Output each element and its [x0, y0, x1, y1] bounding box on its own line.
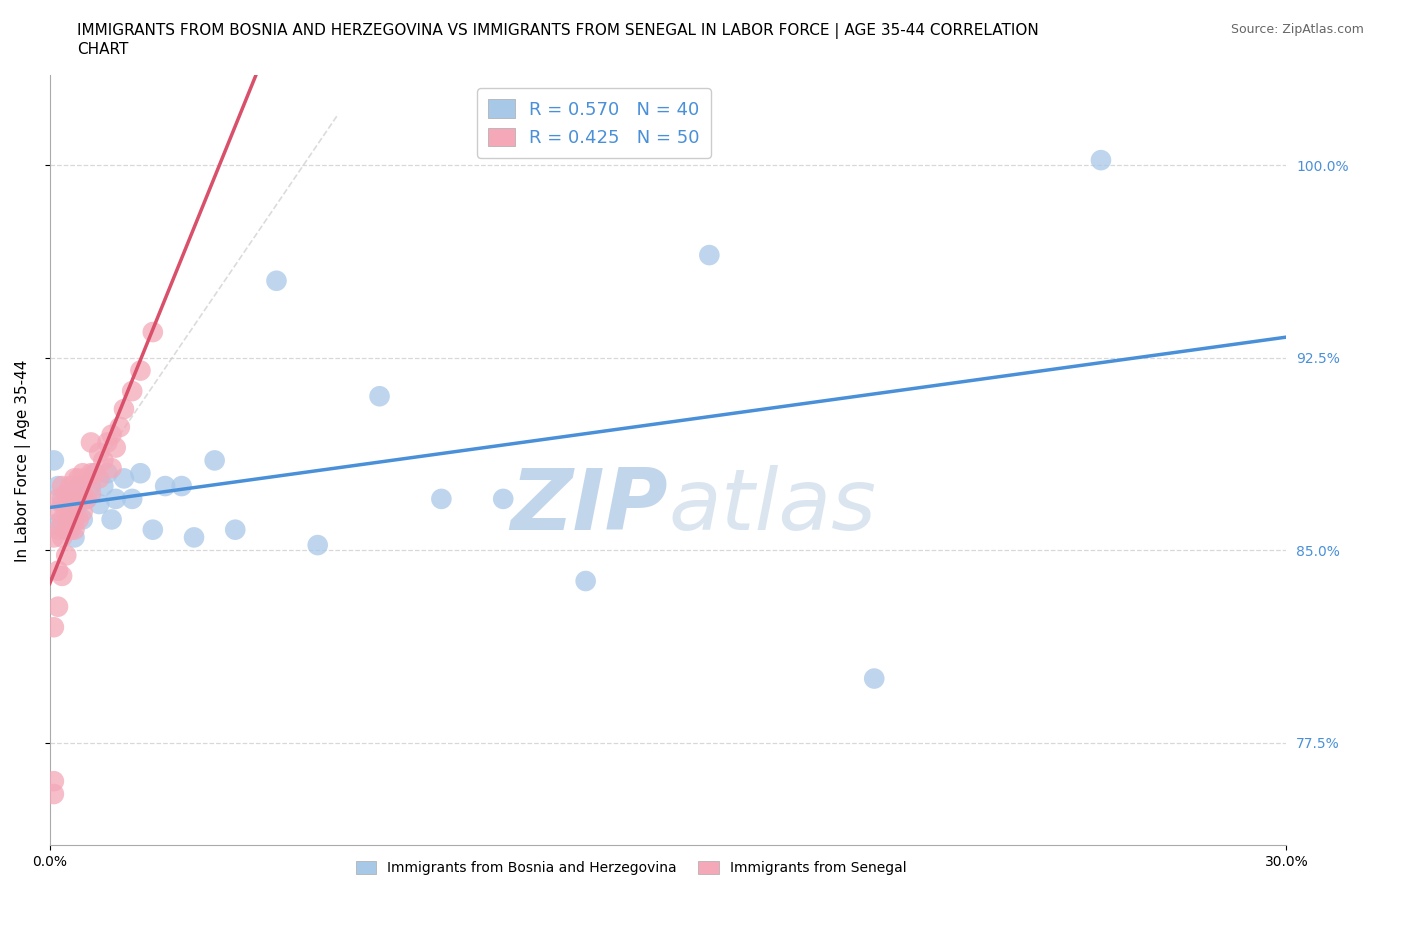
- Point: [55, 504, 77, 519]
- Point: [863, 671, 886, 686]
- Point: [63, 497, 86, 512]
- Point: [51, 517, 73, 532]
- Point: [63, 491, 86, 506]
- Point: [59, 479, 82, 494]
- Point: [76, 471, 98, 485]
- Point: [96, 435, 118, 450]
- Point: [42, 619, 65, 634]
- Point: [170, 479, 193, 494]
- Point: [72, 512, 94, 527]
- Point: [112, 471, 135, 485]
- Point: [183, 530, 205, 545]
- Point: [129, 466, 152, 481]
- Point: [89, 471, 111, 485]
- Point: [72, 486, 94, 501]
- Point: [108, 419, 131, 434]
- Point: [51, 530, 73, 545]
- Point: [93, 479, 115, 494]
- Point: [76, 491, 98, 506]
- Text: ZIP: ZIP: [510, 465, 668, 548]
- Point: [72, 466, 94, 481]
- Point: [46, 599, 69, 614]
- Point: [46, 491, 69, 506]
- Point: [142, 325, 165, 339]
- Point: [51, 491, 73, 506]
- Point: [100, 460, 122, 475]
- Point: [59, 497, 82, 512]
- Point: [59, 512, 82, 527]
- Point: [46, 504, 69, 519]
- Point: [84, 466, 107, 481]
- Point: [55, 486, 77, 501]
- Point: [80, 479, 103, 494]
- Point: [121, 384, 143, 399]
- Point: [89, 497, 111, 512]
- Point: [80, 486, 103, 501]
- Point: [42, 530, 65, 545]
- Text: Source: ZipAtlas.com: Source: ZipAtlas.com: [1230, 23, 1364, 36]
- Point: [67, 491, 90, 506]
- Point: [129, 363, 152, 378]
- Y-axis label: In Labor Force | Age 35-44: In Labor Force | Age 35-44: [15, 359, 31, 562]
- Point: [63, 512, 86, 527]
- Point: [142, 523, 165, 538]
- Point: [84, 466, 107, 481]
- Point: [55, 548, 77, 563]
- Point: [59, 504, 82, 519]
- Text: CHART: CHART: [77, 42, 129, 57]
- Point: [42, 453, 65, 468]
- Point: [55, 523, 77, 538]
- Point: [67, 471, 90, 485]
- Point: [104, 491, 127, 506]
- Point: [51, 512, 73, 527]
- Text: IMMIGRANTS FROM BOSNIA AND HERZEGOVINA VS IMMIGRANTS FROM SENEGAL IN LABOR FORCE: IMMIGRANTS FROM BOSNIA AND HERZEGOVINA V…: [77, 23, 1039, 39]
- Point: [55, 523, 77, 538]
- Point: [42, 517, 65, 532]
- Point: [112, 402, 135, 417]
- Point: [93, 453, 115, 468]
- Legend: Immigrants from Bosnia and Herzegovina, Immigrants from Senegal: Immigrants from Bosnia and Herzegovina, …: [350, 856, 912, 881]
- Point: [67, 497, 90, 512]
- Point: [51, 497, 73, 512]
- Point: [368, 389, 391, 404]
- Point: [67, 479, 90, 494]
- Point: [153, 479, 176, 494]
- Point: [100, 427, 122, 442]
- Point: [224, 523, 246, 538]
- Point: [430, 491, 453, 506]
- Point: [104, 440, 127, 455]
- Point: [63, 471, 86, 485]
- Point: [307, 538, 329, 552]
- Point: [63, 530, 86, 545]
- Point: [46, 479, 69, 494]
- Point: [76, 491, 98, 506]
- Point: [575, 574, 598, 589]
- Point: [46, 523, 69, 538]
- Point: [204, 453, 226, 468]
- Point: [67, 512, 90, 527]
- Point: [46, 564, 69, 578]
- Point: [42, 787, 65, 802]
- Point: [51, 568, 73, 583]
- Point: [492, 491, 515, 506]
- Point: [63, 523, 86, 538]
- Point: [100, 512, 122, 527]
- Point: [42, 774, 65, 789]
- Point: [121, 491, 143, 506]
- Text: atlas: atlas: [668, 465, 876, 548]
- Point: [80, 435, 103, 450]
- Point: [1090, 153, 1112, 167]
- Point: [89, 445, 111, 460]
- Point: [96, 466, 118, 481]
- Point: [699, 247, 721, 262]
- Point: [80, 466, 103, 481]
- Point: [72, 504, 94, 519]
- Point: [59, 523, 82, 538]
- Point: [59, 512, 82, 527]
- Point: [266, 273, 288, 288]
- Point: [51, 479, 73, 494]
- Point: [72, 479, 94, 494]
